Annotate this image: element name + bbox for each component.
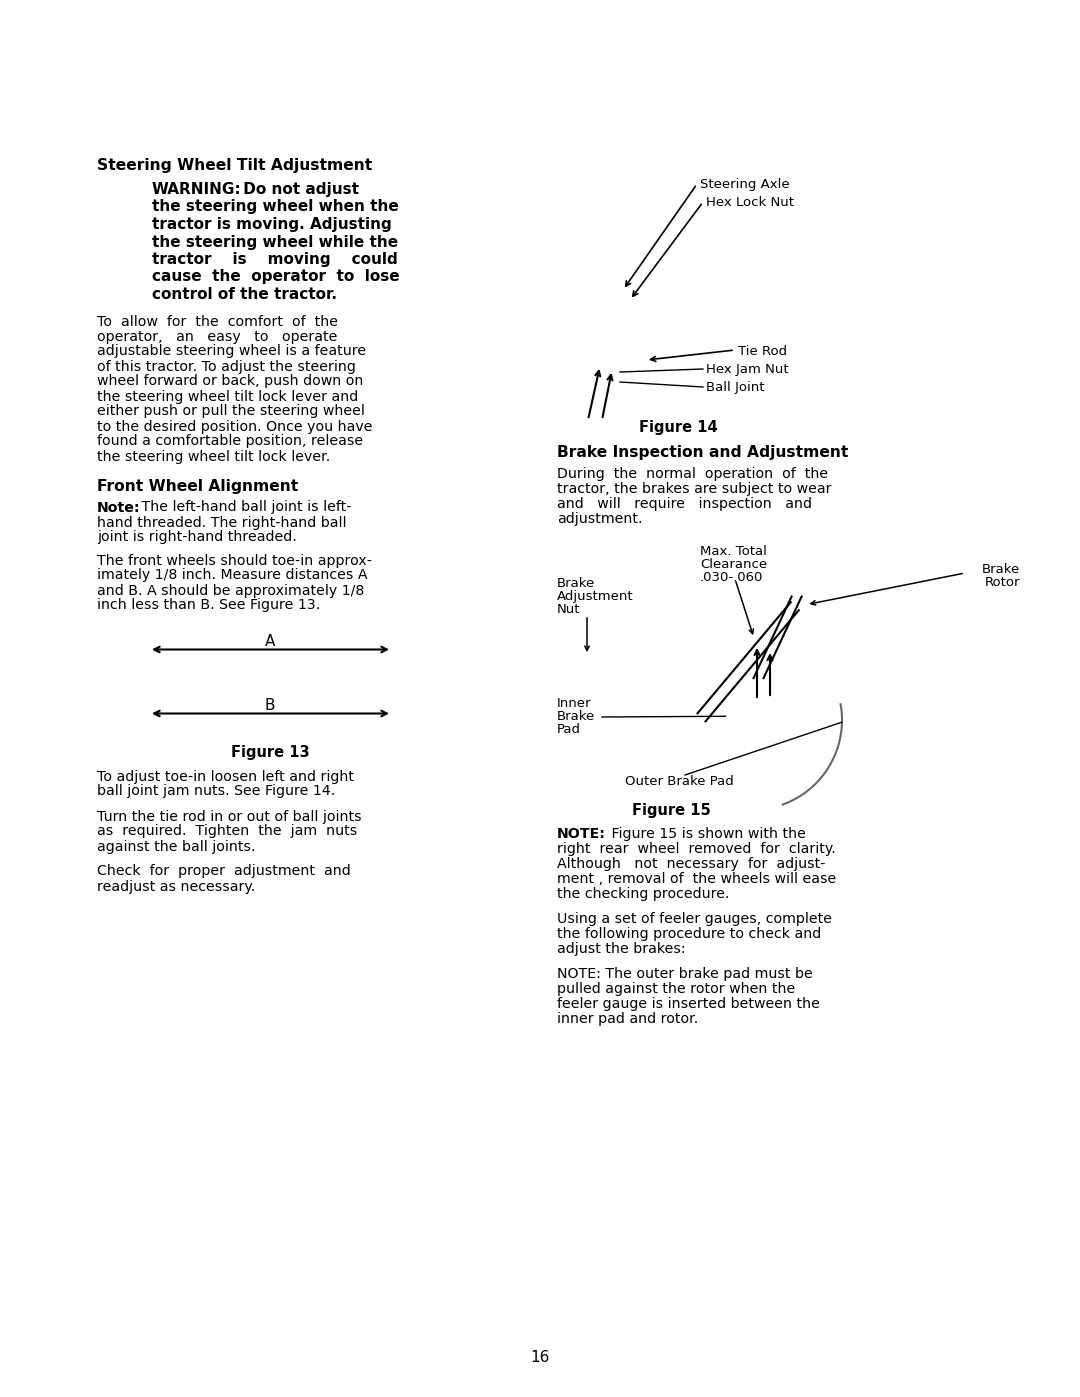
Text: NOTE:: NOTE: [557, 827, 606, 841]
Text: Figure 15 is shown with the: Figure 15 is shown with the [607, 827, 806, 841]
Text: Pad: Pad [557, 724, 581, 736]
Text: tractor is moving. Adjusting: tractor is moving. Adjusting [152, 217, 392, 232]
Text: either push or pull the steering wheel: either push or pull the steering wheel [97, 405, 365, 419]
Text: B: B [265, 697, 275, 712]
Text: Ball Joint: Ball Joint [706, 381, 765, 394]
Text: adjustment.: adjustment. [557, 511, 643, 527]
Text: Brake: Brake [557, 710, 595, 724]
Text: tractor    is    moving    could: tractor is moving could [152, 251, 397, 267]
Text: ball joint jam nuts. See Figure 14.: ball joint jam nuts. See Figure 14. [97, 785, 335, 799]
Text: readjust as necessary.: readjust as necessary. [97, 880, 255, 894]
Text: the steering wheel tilt lock lever and: the steering wheel tilt lock lever and [97, 390, 359, 404]
Text: Steering Axle: Steering Axle [700, 177, 789, 191]
Text: Clearance: Clearance [700, 557, 767, 571]
Text: The front wheels should toe-in approx-: The front wheels should toe-in approx- [97, 553, 372, 567]
Text: Nut: Nut [557, 604, 581, 616]
Text: feeler gauge is inserted between the: feeler gauge is inserted between the [557, 997, 820, 1011]
Text: adjust the brakes:: adjust the brakes: [557, 942, 686, 956]
Text: the checking procedure.: the checking procedure. [557, 887, 729, 901]
Text: against the ball joints.: against the ball joints. [97, 840, 256, 854]
Text: Brake Inspection and Adjustment: Brake Inspection and Adjustment [557, 446, 849, 460]
Text: imately 1/8 inch. Measure distances A: imately 1/8 inch. Measure distances A [97, 569, 367, 583]
Text: of this tractor. To adjust the steering: of this tractor. To adjust the steering [97, 359, 356, 373]
Text: During  the  normal  operation  of  the: During the normal operation of the [557, 467, 828, 481]
Text: the steering wheel while the: the steering wheel while the [152, 235, 399, 250]
Text: cause  the  operator  to  lose: cause the operator to lose [152, 270, 400, 285]
Text: A: A [265, 633, 275, 648]
Text: Hex Lock Nut: Hex Lock Nut [706, 196, 794, 210]
Text: inner pad and rotor.: inner pad and rotor. [557, 1011, 699, 1025]
Text: To adjust toe-in loosen left and right: To adjust toe-in loosen left and right [97, 770, 354, 784]
Text: control of the tractor.: control of the tractor. [152, 286, 337, 302]
Text: and   will   require   inspection   and: and will require inspection and [557, 497, 812, 511]
Text: Figure 15: Figure 15 [632, 803, 711, 819]
Text: Rotor: Rotor [985, 576, 1020, 590]
Text: pulled against the rotor when the: pulled against the rotor when the [557, 982, 795, 996]
Text: as  required.  Tighten  the  jam  nuts: as required. Tighten the jam nuts [97, 824, 357, 838]
Text: joint is right-hand threaded.: joint is right-hand threaded. [97, 531, 297, 545]
Text: .030-.060: .030-.060 [700, 571, 764, 584]
Text: right  rear  wheel  removed  for  clarity.: right rear wheel removed for clarity. [557, 842, 836, 856]
Text: and B. A should be approximately 1/8: and B. A should be approximately 1/8 [97, 584, 364, 598]
Text: Check  for  proper  adjustment  and: Check for proper adjustment and [97, 865, 351, 879]
Text: Tie Rod: Tie Rod [738, 345, 787, 358]
Text: the steering wheel tilt lock lever.: the steering wheel tilt lock lever. [97, 450, 330, 464]
Text: ment , removal of  the wheels will ease: ment , removal of the wheels will ease [557, 872, 836, 886]
Text: wheel forward or back, push down on: wheel forward or back, push down on [97, 374, 363, 388]
Text: Do not adjust: Do not adjust [238, 182, 359, 197]
Text: Turn the tie rod in or out of ball joints: Turn the tie rod in or out of ball joint… [97, 809, 362, 823]
Text: Outer Brake Pad: Outer Brake Pad [625, 775, 733, 788]
Text: hand threaded. The right-hand ball: hand threaded. The right-hand ball [97, 515, 347, 529]
Text: tractor, the brakes are subject to wear: tractor, the brakes are subject to wear [557, 482, 832, 496]
Text: NOTE: The outer brake pad must be: NOTE: The outer brake pad must be [557, 967, 813, 981]
Text: Using a set of feeler gauges, complete: Using a set of feeler gauges, complete [557, 912, 832, 926]
Text: WARNING:: WARNING: [152, 182, 242, 197]
Text: To  allow  for  the  comfort  of  the: To allow for the comfort of the [97, 314, 338, 328]
Text: found a comfortable position, release: found a comfortable position, release [97, 434, 363, 448]
Text: Inner: Inner [557, 697, 592, 710]
Text: the following procedure to check and: the following procedure to check and [557, 928, 821, 942]
Text: Brake: Brake [982, 563, 1020, 576]
Text: Adjustment: Adjustment [557, 590, 634, 604]
Text: Although   not  necessary  for  adjust-: Although not necessary for adjust- [557, 856, 825, 870]
Text: 16: 16 [530, 1350, 550, 1365]
Text: Figure 14: Figure 14 [639, 420, 717, 434]
Text: adjustable steering wheel is a feature: adjustable steering wheel is a feature [97, 345, 366, 359]
Text: Steering Wheel Tilt Adjustment: Steering Wheel Tilt Adjustment [97, 158, 373, 173]
Text: Hex Jam Nut: Hex Jam Nut [706, 363, 788, 376]
Text: Note:: Note: [97, 500, 140, 514]
Text: Front Wheel Alignment: Front Wheel Alignment [97, 479, 298, 493]
Text: Brake: Brake [557, 577, 595, 590]
Text: Figure 13: Figure 13 [231, 746, 309, 760]
Text: to the desired position. Once you have: to the desired position. Once you have [97, 419, 373, 433]
Text: the steering wheel when the: the steering wheel when the [152, 200, 399, 215]
Text: The left-hand ball joint is left-: The left-hand ball joint is left- [137, 500, 351, 514]
Text: inch less than B. See Figure 13.: inch less than B. See Figure 13. [97, 598, 321, 612]
Text: operator,   an   easy   to   operate: operator, an easy to operate [97, 330, 337, 344]
Text: Max. Total: Max. Total [700, 545, 767, 557]
